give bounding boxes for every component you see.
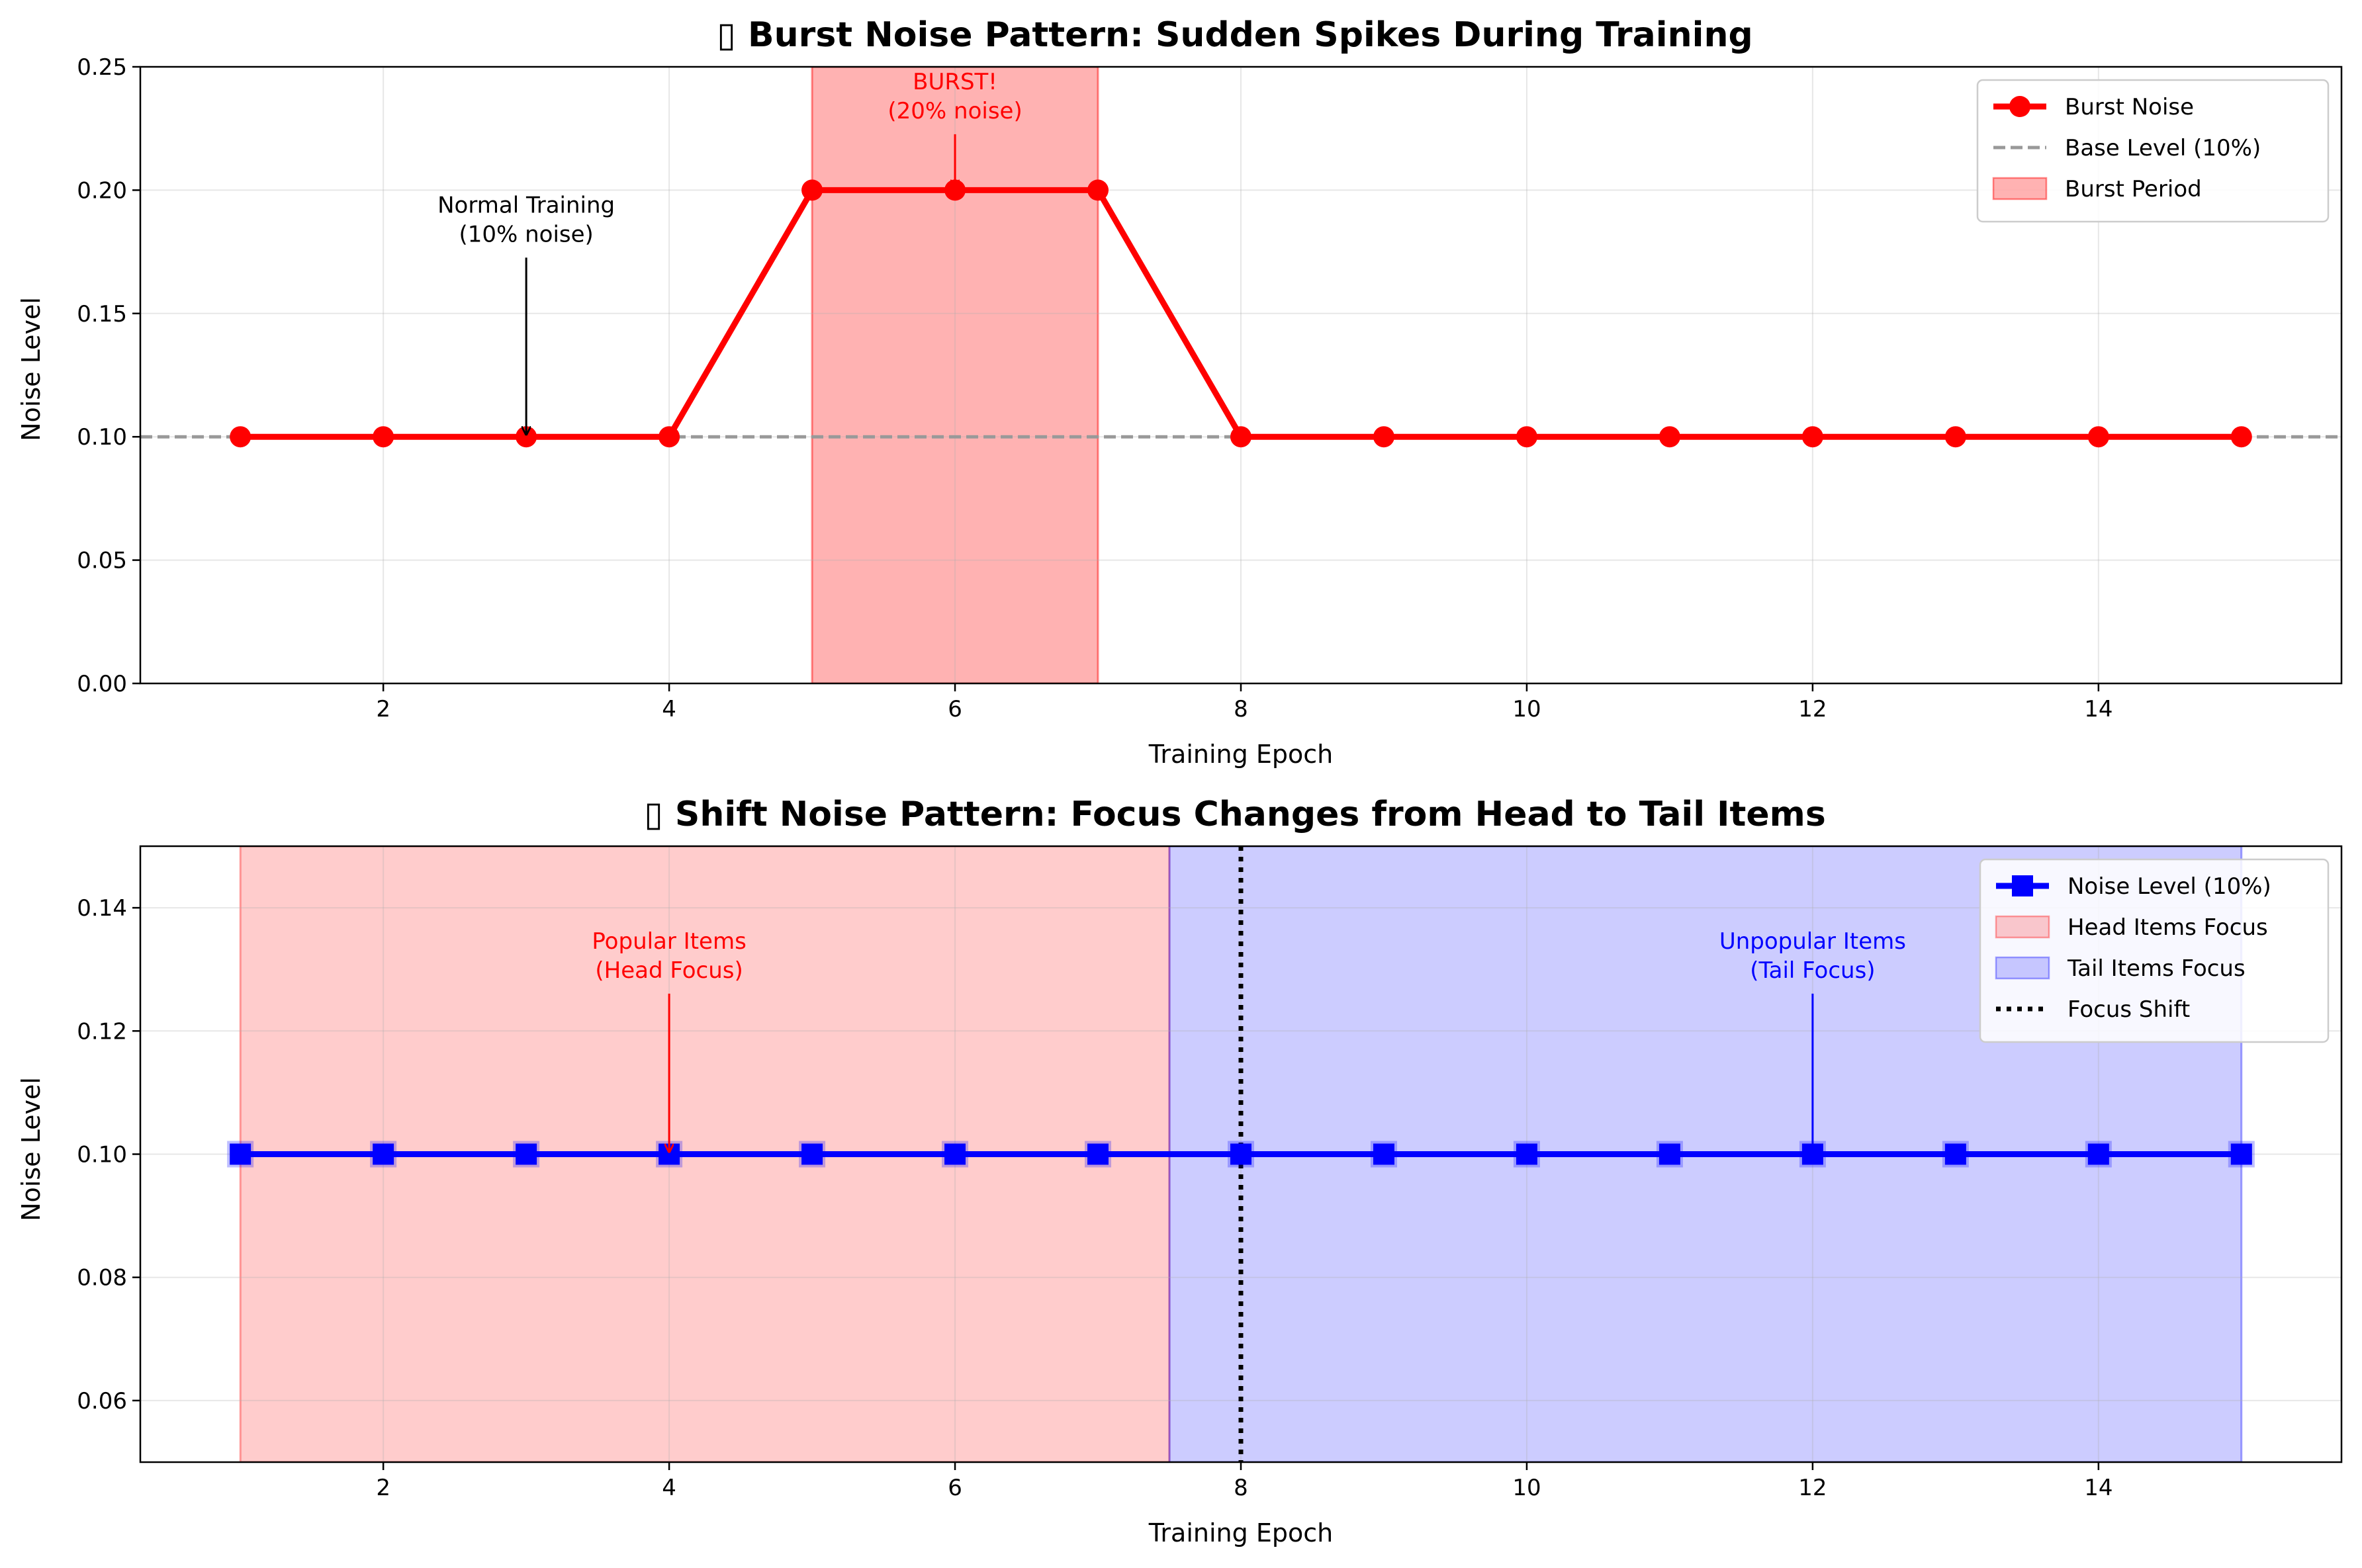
x-tick-label: 6	[948, 1475, 962, 1501]
data-point	[1944, 426, 1966, 448]
legend-item: Burst Noise	[1993, 94, 2194, 120]
data-point	[1801, 426, 1823, 448]
annotation-text: Popular Items	[592, 928, 746, 955]
legend-item: Noise Level (10%)	[1996, 873, 2271, 900]
annotation: Unpopular Items(Tail Focus)	[1719, 928, 1906, 1153]
data-point	[1230, 1143, 1251, 1165]
legend-label: Base Level (10%)	[2065, 135, 2261, 161]
data-point	[1658, 1143, 1680, 1165]
data-point	[1087, 179, 1109, 201]
data-point	[1373, 1143, 1394, 1165]
chart-title: ▯ Shift Noise Pattern: Focus Changes fro…	[644, 795, 1826, 834]
annotation: BURST! (20% noise)	[887, 69, 1022, 189]
x-tick-label: 4	[662, 1475, 676, 1501]
annotation-text: Unpopular Items	[1719, 928, 1906, 955]
y-axis-label: Noise Level	[17, 297, 46, 441]
data-point	[2087, 1143, 2109, 1165]
legend-patch	[1992, 177, 2048, 200]
data-point	[516, 426, 537, 448]
y-tick-label: 0.06	[77, 1388, 127, 1415]
x-tick-label: 2	[376, 696, 390, 722]
x-tick-label: 4	[662, 696, 676, 722]
data-point	[2230, 426, 2252, 448]
data-point	[373, 1143, 394, 1165]
legend-label: Burst Period	[2065, 176, 2202, 202]
x-tick-label: 6	[948, 696, 962, 722]
annotation-text: (Head Focus)	[595, 957, 743, 984]
y-tick-label: 0.00	[77, 671, 127, 697]
data-point	[1516, 1143, 1537, 1165]
data-point	[1944, 1143, 1966, 1165]
annotation-text: (Tail Focus)	[1750, 957, 1875, 984]
data-point	[1516, 426, 1537, 448]
x-tick-label: 10	[1512, 696, 1541, 722]
legend-patch	[1995, 956, 2050, 980]
legend: Noise Level (10%) Head Items Focus Tail It…	[1979, 858, 2330, 1043]
data-point	[944, 179, 966, 201]
annotation-text: BURST!	[913, 69, 997, 95]
legend-item: Focus Shift	[1996, 996, 2190, 1023]
y-axis-label: Noise Level	[17, 1077, 46, 1221]
x-tick-label: 14	[2084, 696, 2112, 722]
y-tick-label: 0.20	[77, 177, 127, 204]
legend-label: Focus Shift	[2067, 996, 2190, 1023]
legend-label: Tail Items Focus	[2067, 955, 2246, 982]
burst-noise-chart: ▯ Burst Noise Pattern: Sudden Spikes Dur…	[17, 15, 2343, 769]
legend-box	[1976, 79, 2330, 223]
x-axis-label: Training Epoch	[1148, 1518, 1333, 1547]
plot-area	[140, 67, 2341, 683]
x-tick-label: 2	[376, 1475, 390, 1501]
x-tick-label: 8	[1234, 1475, 1248, 1501]
x-tick-label: 8	[1234, 696, 1248, 722]
legend-item: Head Items Focus	[1995, 914, 2268, 941]
data-point	[373, 426, 394, 448]
data-point	[1658, 426, 1680, 448]
annotation-text: (10% noise)	[459, 221, 593, 247]
legend-box	[1979, 858, 2330, 1043]
data-point	[801, 1143, 823, 1165]
y-tick-label: 0.05	[77, 548, 127, 574]
legend-label: Noise Level (10%)	[2067, 873, 2271, 900]
y-tick-label: 0.10	[77, 1142, 127, 1168]
y-tick-label: 0.08	[77, 1265, 127, 1291]
y-tick-label: 0.10	[77, 424, 127, 451]
x-tick-label: 12	[1798, 1475, 1827, 1501]
data-point	[659, 426, 680, 448]
legend-item: Burst Period	[1992, 176, 2202, 202]
y-tick-label: 0.15	[77, 301, 127, 327]
shift-noise-chart: ▯ Shift Noise Pattern: Focus Changes fro…	[17, 795, 2343, 1547]
data-point	[230, 426, 251, 448]
y-tick-label: 0.25	[77, 54, 127, 81]
annotation: Popular Items(Head Focus)	[592, 928, 747, 1153]
legend-item: Tail Items Focus	[1995, 955, 2246, 982]
y-tick-label: 0.12	[77, 1018, 127, 1045]
data-point	[516, 1143, 537, 1165]
x-tick-label: 14	[2084, 1475, 2112, 1501]
x-tick-label: 12	[1798, 696, 1827, 722]
data-point	[1373, 426, 1394, 448]
data-point	[944, 1143, 966, 1165]
data-point	[1230, 426, 1251, 448]
data-point	[230, 1143, 251, 1165]
chart-title: ▯ Burst Noise Pattern: Sudden Spikes Dur…	[717, 15, 1752, 55]
annotation-text: Normal Training	[437, 192, 615, 218]
x-axis-label: Training Epoch	[1148, 740, 1333, 769]
legend-label: Burst Noise	[2065, 94, 2194, 120]
y-tick-label: 0.14	[77, 895, 127, 922]
legend: Burst Noise Base Level (10%) Burst Period	[1976, 79, 2330, 223]
data-point	[1087, 1143, 1109, 1165]
annotation-text: (20% noise)	[887, 98, 1022, 124]
x-tick-label: 10	[1512, 1475, 1541, 1501]
data-point	[2230, 1143, 2252, 1165]
legend-marker	[2009, 96, 2030, 117]
data-point	[801, 179, 823, 201]
legend-patch	[1995, 915, 2050, 939]
legend-item: Base Level (10%)	[1993, 135, 2261, 161]
annotation: Normal Training (10% noise)	[437, 192, 615, 436]
data-point	[2087, 426, 2109, 448]
legend-label: Head Items Focus	[2067, 914, 2268, 941]
legend-marker	[2012, 875, 2033, 896]
